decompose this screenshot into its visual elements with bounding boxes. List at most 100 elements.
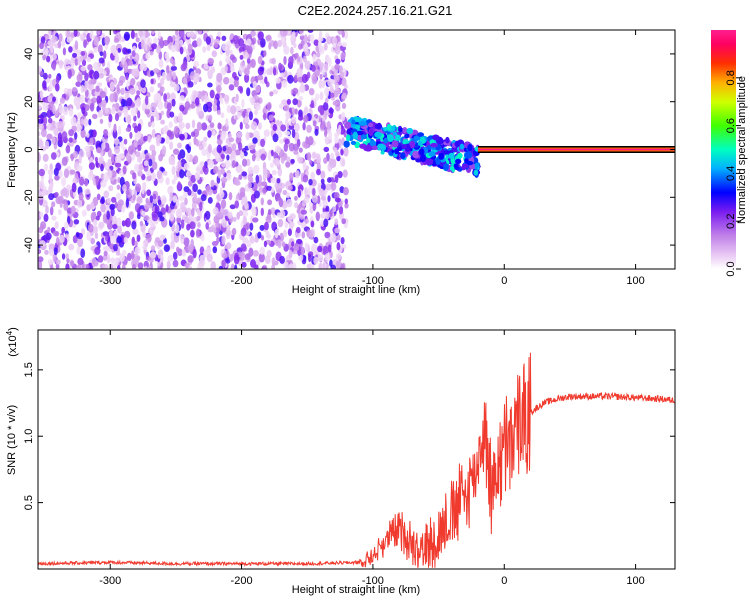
heatmap-cell [308, 88, 315, 96]
heatmap-cell [368, 122, 374, 128]
heatmap-cell [229, 253, 234, 262]
heatmap-cell [271, 57, 276, 65]
heatmap-cell [386, 123, 392, 131]
heatmap-cell [286, 198, 293, 208]
heatmap-cell [200, 194, 207, 202]
heatmap-cell [298, 95, 304, 101]
heatmap-cell [186, 32, 191, 38]
heatmap-cell [287, 74, 294, 84]
heatmap-cell [231, 160, 236, 169]
heatmap-cell [392, 131, 398, 136]
heatmap-cell [270, 177, 277, 184]
heatmap-cell [109, 81, 115, 92]
heatmap-cell [313, 236, 319, 244]
heatmap-cell [255, 85, 261, 94]
heatmap-cell [324, 130, 328, 138]
heatmap-cell [61, 131, 68, 141]
heatmap-cell [253, 130, 260, 138]
heatmap-cell [404, 133, 410, 139]
heatmap-cell [106, 254, 111, 264]
heatmap-cell [76, 264, 82, 269]
heatmap-cell [254, 264, 259, 269]
heatmap-cell [307, 187, 311, 197]
heatmap-cell [70, 116, 77, 127]
heatmap-cell [187, 255, 194, 263]
heatmap-cell [297, 56, 301, 63]
heatmap-cell [281, 241, 286, 248]
heatmap-cell [337, 30, 343, 35]
heatmap-cell [196, 215, 201, 222]
heatmap-cell [183, 46, 187, 52]
heatmap-cell [86, 132, 90, 138]
heatmap-cell [276, 178, 281, 184]
heatmap-cell [38, 260, 43, 269]
heatmap-cell [438, 152, 445, 160]
heatmap-cell [448, 152, 455, 160]
heatmap-cell [317, 245, 323, 253]
heatmap-cell [262, 167, 268, 176]
heatmap-cell [311, 194, 318, 204]
heatmap-cell [297, 156, 303, 164]
heatmap-cell [112, 129, 118, 139]
heatmap-cell [283, 142, 288, 152]
heatmap-cell [238, 174, 243, 181]
heatmap-cell [154, 205, 160, 214]
heatmap-cell [212, 148, 217, 156]
heatmap-cell [156, 45, 161, 54]
heatmap-cell [170, 65, 177, 71]
heatmap-cell [121, 57, 125, 65]
heatmap-cell [282, 189, 288, 196]
snr-x-tick-label: 0 [501, 575, 507, 587]
colorbar-ticks: 0.0 0.2 0.4 0.6 0.8 [725, 70, 741, 277]
heatmap-cell [406, 127, 414, 135]
heatmap-cell [176, 216, 182, 224]
heatmap-cell [272, 89, 279, 95]
heatmap-cell [43, 213, 49, 222]
heatmap-cell [303, 42, 308, 52]
heatmap-cell [301, 73, 308, 84]
heatmap-cell [263, 240, 267, 248]
heatmap-cell [286, 192, 290, 199]
heatmap-cell [255, 150, 260, 158]
heatmap-cell [69, 260, 75, 267]
colorbar-title: Normalized spectral amplitude [736, 76, 748, 224]
heatmap-cell [299, 84, 306, 93]
heatmap-cell [244, 123, 250, 130]
heatmap-cell [61, 156, 68, 166]
heatmap-cell [220, 98, 224, 104]
heatmap-cell [185, 207, 192, 216]
heatmap-cell [269, 91, 274, 97]
heatmap-cell [166, 130, 172, 138]
heatmap-cell [230, 66, 235, 73]
heatmap-cell [117, 47, 121, 53]
heatmap-cell [244, 67, 250, 76]
heatmap-cell [199, 246, 205, 256]
heatmap-cell [315, 70, 320, 77]
heatmap-cell [98, 156, 104, 164]
heatmap-cell [258, 186, 263, 193]
heatmap-cell [240, 151, 245, 159]
heatmap-cell [325, 97, 329, 104]
heatmap-cell [66, 30, 71, 39]
heatmap-cell [55, 162, 62, 171]
heatmap-cell [293, 243, 300, 252]
heatmap-cell [134, 132, 141, 141]
heatmap-cell [40, 50, 45, 56]
heatmap-cell [190, 229, 195, 238]
heatmap-cell [166, 65, 170, 75]
heatmap-cell [449, 166, 455, 171]
heatmap-cell [334, 227, 341, 234]
heatmap-cell [48, 248, 55, 256]
heatmap-cell [169, 111, 175, 118]
heatmap-cell [341, 111, 346, 122]
heatmap-cell [133, 68, 140, 78]
heatmap-cell [323, 101, 329, 111]
heatmap-cell [98, 221, 105, 229]
heatmap-cell [229, 49, 233, 56]
heatmap-cell [374, 131, 382, 138]
heatmap-cell [285, 161, 291, 168]
heatmap-cell [234, 149, 241, 156]
heatmap-cell [214, 152, 220, 162]
heatmap-cell [169, 57, 174, 64]
